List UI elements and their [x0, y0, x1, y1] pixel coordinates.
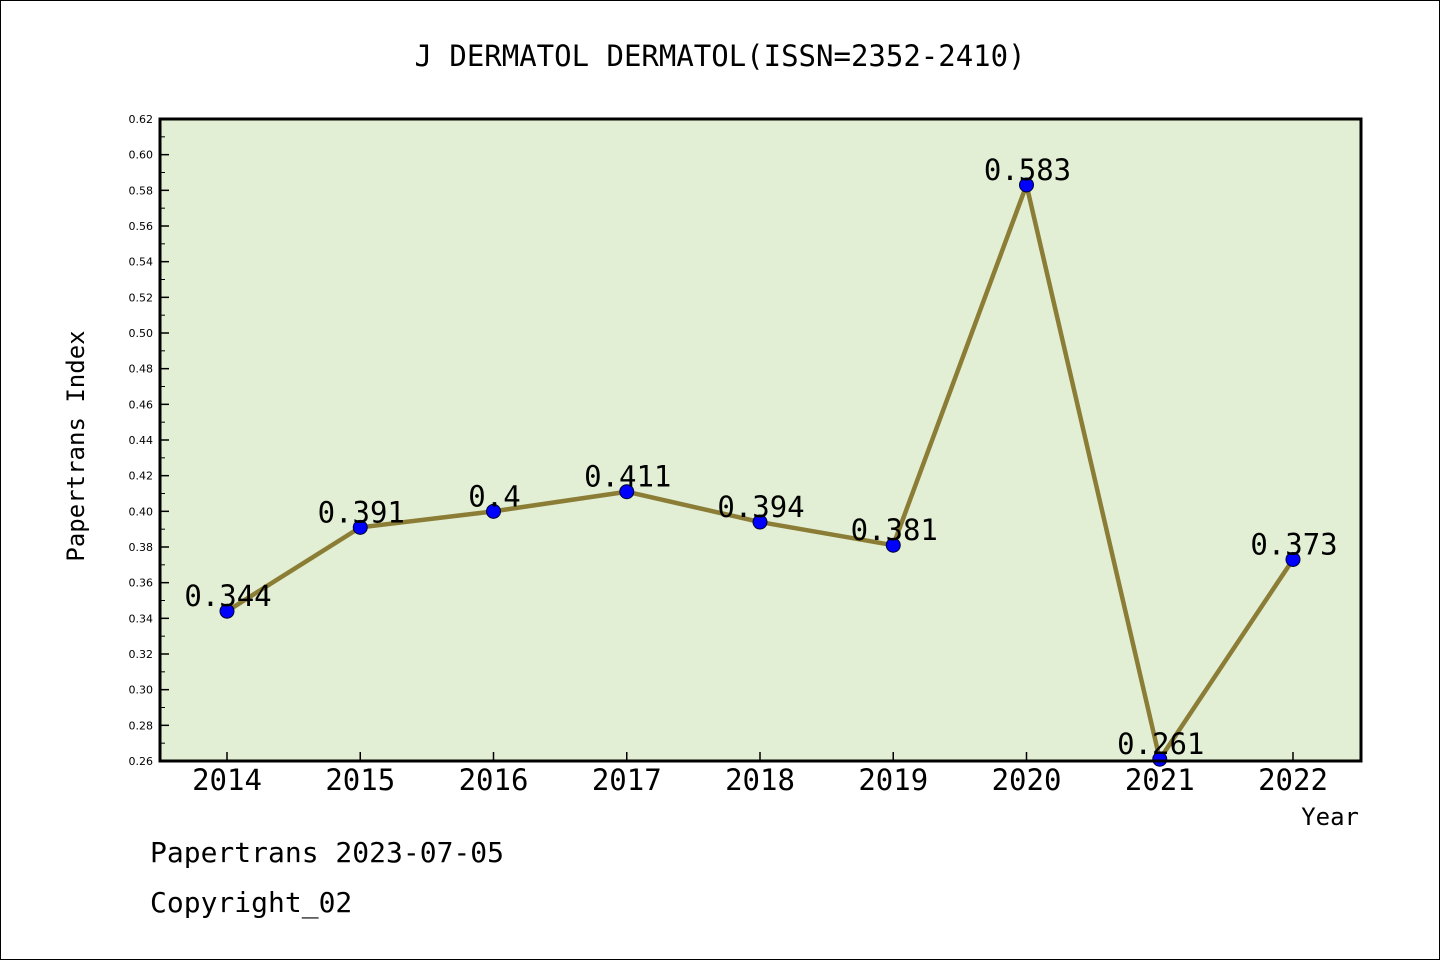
plot-border	[158, 117, 1363, 763]
y-tick-label: 0.60	[129, 149, 154, 162]
x-tick-label: 2017	[592, 763, 662, 797]
x-tick-label: 2022	[1258, 763, 1328, 797]
data-point	[352, 519, 368, 535]
data-label: 0.583	[984, 153, 1071, 187]
series-layer: 0.344 0.391 0.4 0.411 0.394 0.381 0.583 0.261 0.…	[184, 153, 1338, 767]
x-axis-label: Year	[1301, 803, 1359, 831]
plot-area	[160, 119, 1361, 761]
y-tick-label: 0.46	[129, 398, 154, 411]
x-tick-label: 2019	[858, 763, 928, 797]
data-label: 0.411	[584, 460, 671, 494]
data-label: 0.4	[468, 479, 520, 513]
data-label: 0.394	[717, 490, 804, 524]
y-tick-label: 0.30	[129, 684, 154, 697]
y-tick-label: 0.26	[129, 755, 154, 768]
y-tick-label: 0.38	[129, 541, 154, 554]
x-tick-label: 2015	[325, 763, 395, 797]
x-axis: 2014 2015 2016 2017 2018 2019 2020 2021 2022	[192, 752, 1328, 797]
x-tick-label: 2018	[725, 763, 795, 797]
y-axis-label: Papertrans Index	[62, 330, 90, 561]
data-point	[1152, 751, 1168, 767]
y-tick-label: 0.40	[129, 505, 154, 518]
data-label: 0.391	[318, 495, 405, 529]
y-tick-label: 0.48	[129, 363, 154, 376]
y-axis: 0.26 0.28 0.30 0.32 0.34 0.36 0.38 0.40 0.42 0.44…	[129, 113, 169, 768]
chart-title: J DERMATOL DERMATOL(ISSN=2352-2410)	[414, 39, 1025, 73]
y-tick-label: 0.50	[129, 327, 154, 340]
y-tick-label: 0.56	[129, 220, 154, 233]
y-tick-label: 0.32	[129, 648, 154, 661]
data-label: 0.344	[184, 579, 271, 613]
y-tick-label: 0.34	[129, 612, 154, 625]
y-tick-label: 0.58	[129, 184, 154, 197]
x-tick-label: 2016	[459, 763, 529, 797]
data-point	[486, 503, 501, 519]
y-tick-label: 0.62	[129, 113, 154, 126]
footer-copyright: Copyright_02	[150, 886, 353, 919]
x-tick-label: 2021	[1125, 763, 1195, 797]
y-tick-label: 0.36	[129, 577, 154, 590]
y-tick-label: 0.44	[129, 434, 154, 447]
y-tick-label: 0.52	[129, 291, 154, 304]
data-label: 0.261	[1117, 727, 1204, 761]
data-point	[752, 514, 768, 530]
x-tick-label: 2014	[192, 763, 262, 797]
x-tick-label: 2020	[992, 763, 1062, 797]
data-point	[885, 537, 901, 553]
y-tick-label: 0.28	[129, 719, 154, 732]
footer-date: Papertrans 2023-07-05	[150, 836, 505, 869]
data-point	[1019, 177, 1034, 193]
data-label: 0.373	[1250, 527, 1337, 561]
y-tick-label: 0.54	[129, 256, 154, 269]
data-point	[219, 603, 235, 619]
data-point	[619, 484, 635, 500]
data-label: 0.381	[851, 513, 938, 547]
data-point	[1285, 551, 1301, 567]
y-tick-label: 0.42	[129, 470, 154, 483]
